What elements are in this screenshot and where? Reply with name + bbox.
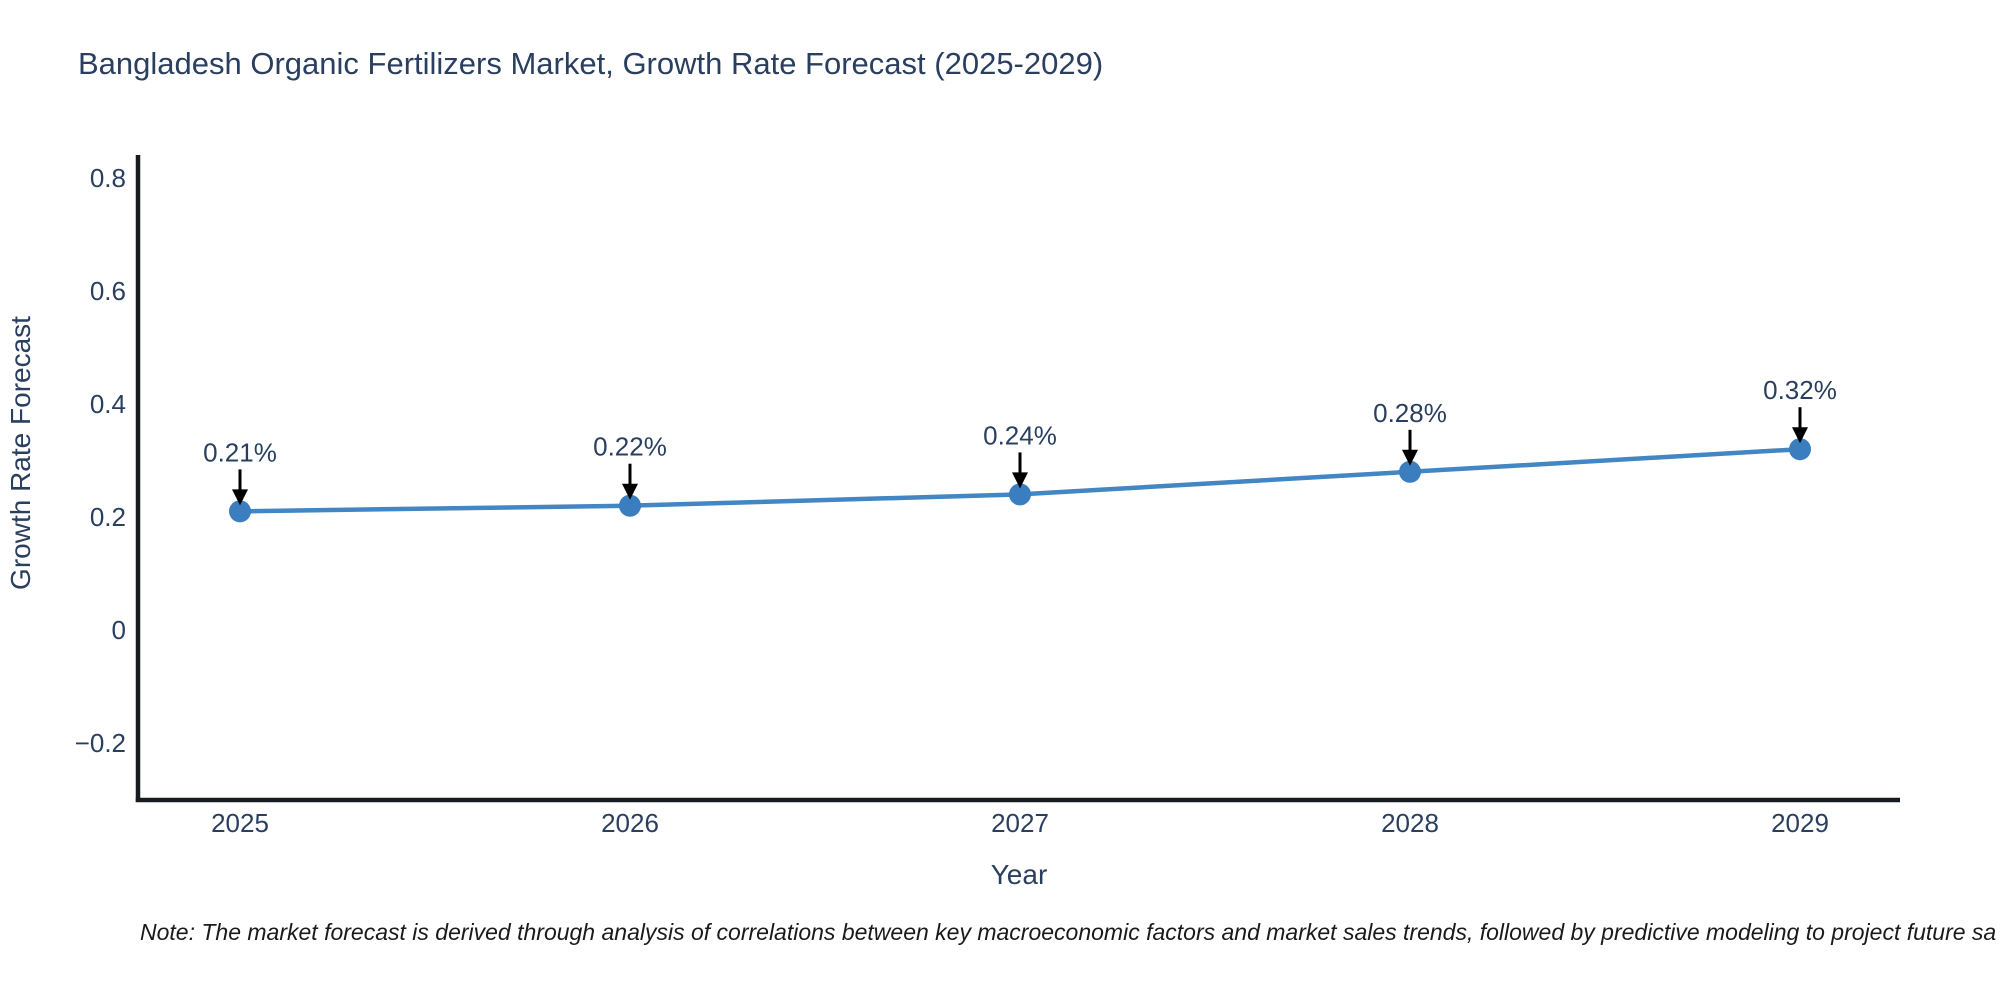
annotation-arrow-head — [622, 483, 638, 500]
y-tick-label: 0 — [112, 615, 126, 645]
annotation-arrow-head — [1012, 472, 1028, 489]
data-point-label: 0.21% — [203, 437, 277, 467]
x-tick-label: 2027 — [991, 808, 1049, 838]
data-point-marker — [619, 494, 641, 517]
data-point-marker — [1399, 460, 1421, 483]
x-tick-label: 2029 — [1771, 808, 1829, 838]
y-tick-label: 0.2 — [90, 502, 126, 532]
data-point-marker — [1789, 438, 1811, 461]
annotation-arrow-head — [232, 489, 248, 506]
y-tick-label: 0.6 — [90, 276, 126, 306]
point-annotations: 0.21% 0.22% 0.24% 0.28% 0.32% — [203, 375, 1837, 506]
chart-title: Bangladesh Organic Fertilizers Market, G… — [78, 46, 1103, 81]
data-point-label: 0.28% — [1373, 398, 1447, 428]
y-tick-label: −0.2 — [75, 728, 126, 758]
x-tick-label: 2028 — [1381, 808, 1439, 838]
y-axis-title: Growth Rate Forecast — [5, 316, 36, 590]
data-point-label: 0.32% — [1763, 375, 1837, 405]
y-tick-label: 0.8 — [90, 163, 126, 193]
x-tick-label: 2025 — [211, 808, 269, 838]
y-tick-label: 0.4 — [90, 389, 126, 419]
annotation-arrow-head — [1792, 427, 1808, 444]
data-point-label: 0.24% — [983, 420, 1057, 450]
data-point-marker — [1009, 483, 1031, 506]
x-tick-labels: 2025 2026 2027 2028 2029 — [211, 808, 1829, 838]
data-point-marker — [229, 500, 251, 523]
x-tick-label: 2026 — [601, 808, 659, 838]
y-tick-labels: −0.2 0 0.2 0.4 0.6 0.8 — [75, 163, 126, 758]
annotation-arrow-head — [1402, 449, 1418, 466]
data-point-label: 0.22% — [593, 432, 667, 462]
footnote: Note: The market forecast is derived thr… — [140, 919, 1996, 945]
x-axis-title: Year — [991, 859, 1048, 890]
line-series — [229, 438, 1811, 523]
